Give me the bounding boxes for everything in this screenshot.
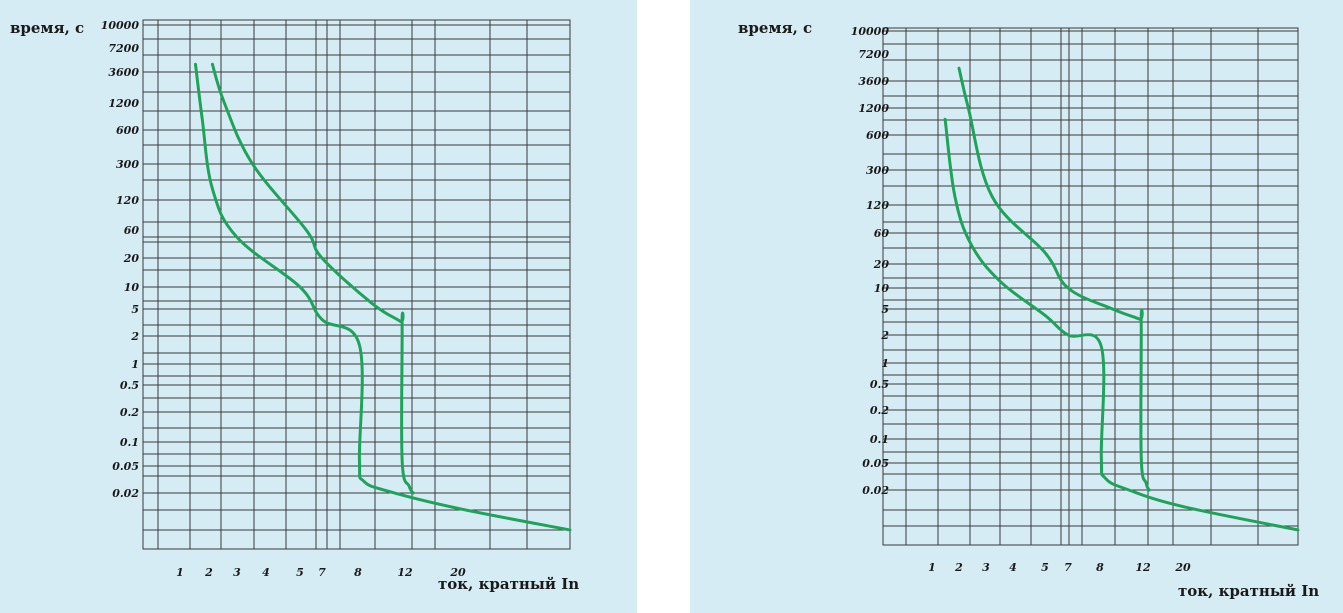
x-tick-label: 4 bbox=[1009, 561, 1017, 574]
y-tick-label: 0.5 bbox=[120, 379, 139, 392]
x-tick-label: 4 bbox=[262, 566, 270, 579]
y-tick-label: 300 bbox=[116, 158, 139, 171]
x-tick-label: 12 bbox=[397, 566, 413, 579]
y-tick-label: 1 bbox=[131, 358, 139, 371]
x-tick-label: 12 bbox=[1135, 561, 1151, 574]
y-axis-label: время, с bbox=[738, 19, 812, 37]
trip-curve-1 bbox=[194, 62, 572, 532]
x-tick-label: 8 bbox=[354, 566, 362, 579]
x-tick-label: 2 bbox=[204, 566, 213, 579]
x-axis-label: ток, кратный In bbox=[438, 575, 579, 593]
plot-frame bbox=[882, 27, 1299, 546]
y-tick-label: 2 bbox=[880, 329, 889, 342]
x-tick-label: 8 bbox=[1096, 561, 1104, 574]
chart-panel-right: время, с ток, кратный In 10000 7200 3600 1200… bbox=[690, 0, 1343, 613]
y-tick-label: 10000 bbox=[101, 19, 140, 32]
y-tick-label: 1200 bbox=[108, 97, 139, 110]
plot-frame bbox=[142, 19, 571, 550]
trip-curve-1 bbox=[943, 117, 1300, 532]
y-tick-label: 0.5 bbox=[870, 378, 889, 391]
x-tick-label: 3 bbox=[982, 561, 990, 574]
y-tick-label: 20 bbox=[123, 252, 140, 265]
y-tick-label: 300 bbox=[866, 164, 889, 177]
y-tick-label: 0.1 bbox=[870, 433, 889, 446]
y-tick-label: 0.02 bbox=[862, 484, 889, 497]
x-tick-label: 2 bbox=[954, 561, 963, 574]
y-tick-label: 10000 bbox=[851, 25, 890, 38]
y-tick-label: 0.05 bbox=[862, 457, 889, 470]
y-tick-label: 2 bbox=[130, 330, 139, 343]
y-tick-label: 3600 bbox=[108, 66, 139, 79]
y-tick-label: 120 bbox=[116, 194, 139, 207]
x-tick-label: 5 bbox=[1041, 561, 1049, 574]
y-tick-label: 10 bbox=[874, 282, 890, 295]
y-tick-label: 0.02 bbox=[112, 487, 139, 500]
y-tick-label: 0.2 bbox=[120, 406, 139, 419]
y-tick-label: 10 bbox=[124, 281, 140, 294]
y-tick-label: 3600 bbox=[858, 75, 889, 88]
y-tick-label: 0.05 bbox=[112, 460, 139, 473]
y-tick-label: 1200 bbox=[858, 102, 889, 115]
y-tick-label: 7200 bbox=[858, 48, 889, 61]
y-tick-label: 120 bbox=[866, 199, 889, 212]
y-tick-label: 600 bbox=[116, 124, 139, 137]
y-axis-label: время, с bbox=[10, 19, 84, 37]
x-tick-label: 3 bbox=[233, 566, 241, 579]
y-tick-label: 7200 bbox=[108, 42, 139, 55]
x-tick-label: 5 bbox=[296, 566, 304, 579]
y-tick-label: 1 bbox=[881, 357, 889, 370]
y-tick-label: 600 bbox=[866, 129, 889, 142]
x-axis-label: ток, кратный In bbox=[1178, 582, 1319, 600]
y-tick-label: 60 bbox=[874, 227, 890, 240]
trip-curve-2 bbox=[210, 62, 415, 495]
y-tick-label: 20 bbox=[873, 258, 890, 271]
x-tick-label: 20 bbox=[449, 566, 466, 579]
x-tick-label: 1 bbox=[176, 566, 184, 579]
x-tick-label: 1 bbox=[928, 561, 936, 574]
y-tick-label: 5 bbox=[131, 303, 139, 316]
y-tick-label: 0.1 bbox=[120, 436, 139, 449]
x-tick-label: 7 bbox=[318, 566, 326, 579]
x-tick-label: 7 bbox=[1064, 561, 1072, 574]
trip-curve-2 bbox=[957, 66, 1151, 492]
y-tick-label: 5 bbox=[881, 303, 889, 316]
chart-panel-left: время, с ток, кратный In 10000 7200 3600 1200… bbox=[0, 0, 637, 613]
grid bbox=[882, 27, 1299, 546]
y-tick-label: 0.2 bbox=[870, 404, 889, 417]
grid bbox=[142, 19, 571, 550]
y-tick-label: 60 bbox=[124, 224, 140, 237]
x-tick-label: 20 bbox=[1174, 561, 1191, 574]
